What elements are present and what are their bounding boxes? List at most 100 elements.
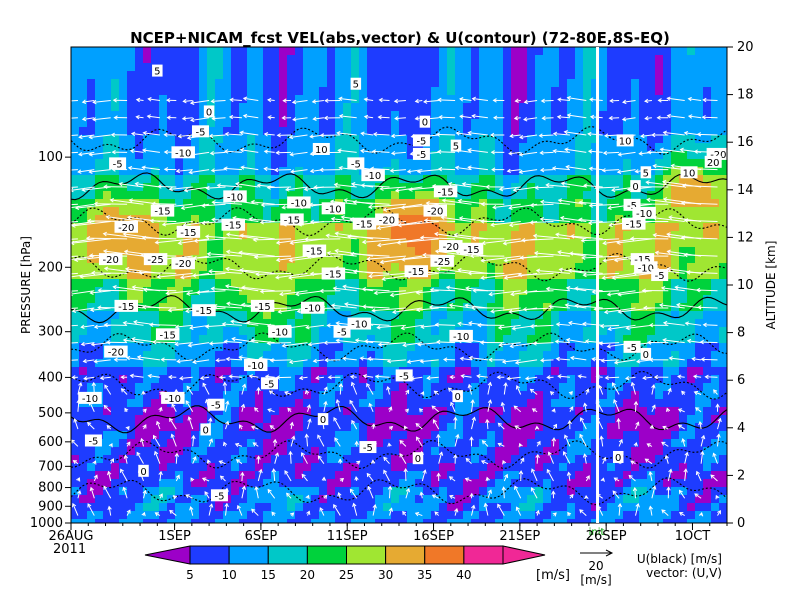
speed-cell xyxy=(295,79,304,88)
speed-cell xyxy=(687,487,696,496)
speed-cell xyxy=(367,87,376,96)
speed-cell xyxy=(87,103,96,112)
speed-cell xyxy=(103,71,112,80)
speed-cell xyxy=(247,55,256,64)
speed-cell xyxy=(183,103,192,112)
speed-cell xyxy=(567,47,576,56)
speed-cell xyxy=(375,119,384,128)
speed-cell xyxy=(375,487,384,496)
speed-cell xyxy=(655,175,664,184)
speed-cell xyxy=(599,87,608,96)
speed-cell xyxy=(367,191,376,200)
speed-cell xyxy=(711,271,720,280)
speed-cell xyxy=(319,119,328,128)
speed-cell xyxy=(599,143,608,152)
speed-cell xyxy=(231,351,240,360)
speed-cell xyxy=(79,111,88,120)
speed-cell xyxy=(671,63,680,72)
speed-cell xyxy=(143,63,152,72)
speed-cell xyxy=(623,231,632,240)
speed-cell xyxy=(247,487,256,496)
speed-cell xyxy=(599,63,608,72)
speed-cell xyxy=(607,119,616,128)
speed-cell xyxy=(159,143,168,152)
speed-cell xyxy=(527,119,536,128)
speed-cell xyxy=(671,87,680,96)
speed-cell xyxy=(439,439,448,448)
speed-cell xyxy=(639,447,648,456)
speed-cell xyxy=(599,375,608,384)
speed-cell xyxy=(439,319,448,328)
speed-cell xyxy=(327,439,336,448)
speed-cell xyxy=(671,151,680,160)
speed-cell xyxy=(71,279,80,288)
speed-cell xyxy=(295,327,304,336)
speed-cell xyxy=(543,415,552,424)
speed-cell xyxy=(343,383,352,392)
speed-cell xyxy=(71,383,80,392)
speed-cell xyxy=(415,103,424,112)
speed-cell xyxy=(247,87,256,96)
speed-cell xyxy=(359,463,368,472)
speed-cell xyxy=(575,295,584,304)
speed-cell xyxy=(255,159,264,168)
speed-cell xyxy=(191,375,200,384)
speed-cell xyxy=(711,287,720,296)
speed-cell xyxy=(351,55,360,64)
speed-cell xyxy=(127,63,136,72)
speed-cell xyxy=(135,191,144,200)
speed-cell xyxy=(143,55,152,64)
speed-cell xyxy=(631,63,640,72)
speed-cell xyxy=(143,431,152,440)
speed-cell xyxy=(271,167,280,176)
speed-cell xyxy=(223,159,232,168)
speed-cell xyxy=(207,295,216,304)
speed-cell xyxy=(511,439,520,448)
speed-cell xyxy=(143,455,152,464)
speed-cell xyxy=(239,87,248,96)
speed-cell xyxy=(391,479,400,488)
speed-cell xyxy=(527,87,536,96)
speed-cell xyxy=(151,143,160,152)
speed-cell xyxy=(263,423,272,432)
speed-cell xyxy=(447,439,456,448)
speed-cell xyxy=(543,47,552,56)
speed-cell xyxy=(111,79,120,88)
speed-cell xyxy=(303,367,312,376)
speed-cell xyxy=(511,159,520,168)
speed-cell xyxy=(311,79,320,88)
speed-cell xyxy=(287,63,296,72)
speed-cell xyxy=(527,247,536,256)
speed-cell xyxy=(447,487,456,496)
speed-cell xyxy=(551,503,560,512)
speed-cell xyxy=(615,495,624,504)
speed-cell xyxy=(423,335,432,344)
speed-cell xyxy=(311,479,320,488)
speed-cell xyxy=(671,191,680,200)
speed-cell xyxy=(471,71,480,80)
speed-cell xyxy=(199,47,208,56)
speed-cell xyxy=(199,231,208,240)
speed-cell xyxy=(279,383,288,392)
speed-cell xyxy=(463,399,472,408)
speed-cell xyxy=(231,247,240,256)
speed-cell xyxy=(663,303,672,312)
speed-cell xyxy=(271,351,280,360)
speed-cell xyxy=(415,207,424,216)
speed-cell xyxy=(599,279,608,288)
speed-cell xyxy=(543,199,552,208)
speed-cell xyxy=(527,431,536,440)
speed-cell xyxy=(327,71,336,80)
speed-cell xyxy=(479,367,488,376)
speed-cell xyxy=(287,103,296,112)
speed-cell xyxy=(679,367,688,376)
speed-cell xyxy=(671,399,680,408)
speed-cell xyxy=(391,143,400,152)
speed-cell xyxy=(359,503,368,512)
speed-cell xyxy=(479,207,488,216)
speed-cell xyxy=(607,367,616,376)
speed-cell xyxy=(247,143,256,152)
speed-cell xyxy=(263,439,272,448)
speed-cell xyxy=(183,191,192,200)
speed-cell xyxy=(463,415,472,424)
